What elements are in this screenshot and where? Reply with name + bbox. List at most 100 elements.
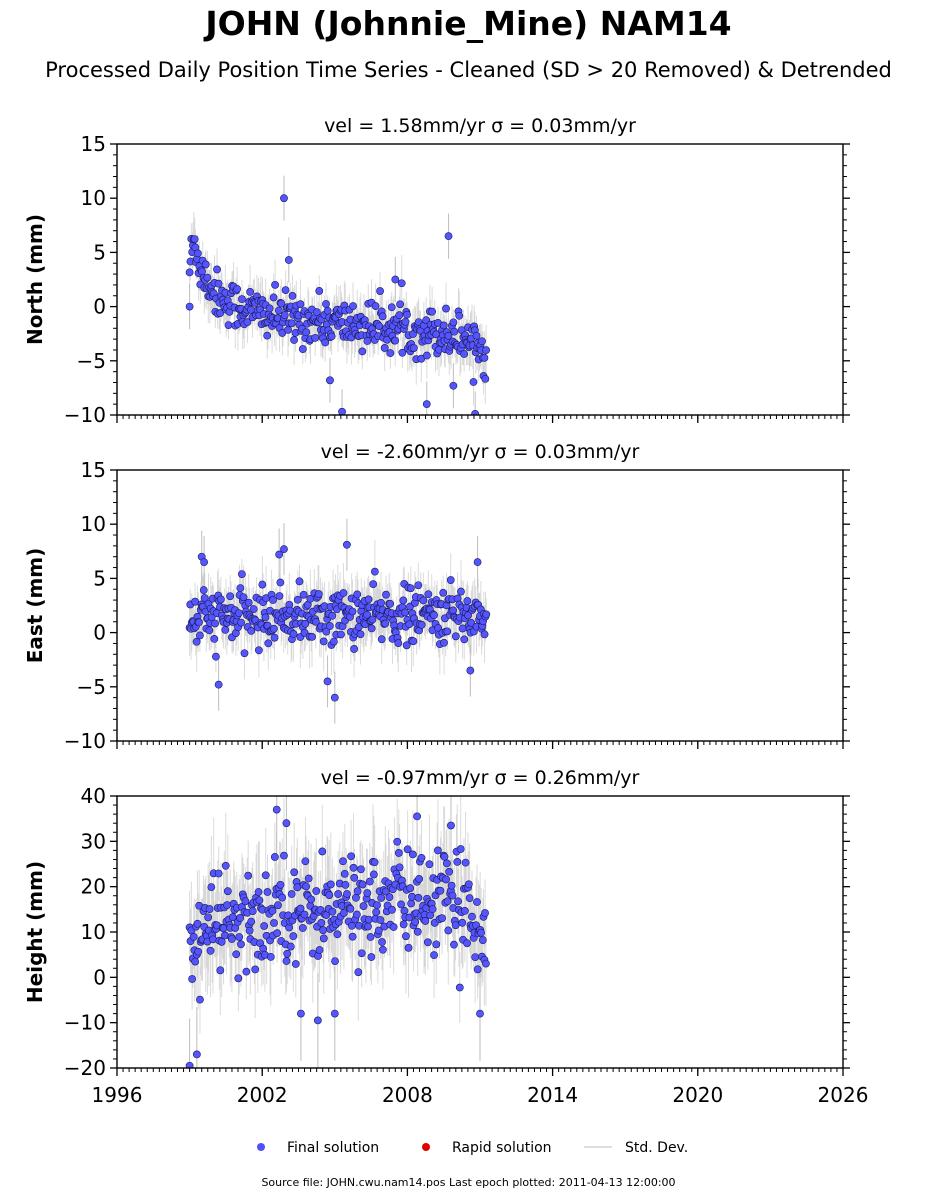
data-point	[451, 921, 460, 930]
data-point	[408, 850, 417, 859]
outlier-point	[282, 819, 291, 828]
data-point	[428, 905, 437, 914]
data-point	[432, 940, 441, 949]
data-point	[385, 893, 394, 902]
data-point	[319, 637, 328, 646]
y-tick-label: −10	[64, 403, 106, 427]
data-point	[269, 293, 278, 302]
data-point	[367, 953, 376, 961]
data-point	[394, 639, 403, 647]
data-point	[430, 611, 438, 620]
data-point	[323, 307, 332, 315]
data-point	[255, 896, 264, 905]
x-tick-label: 2020	[672, 1083, 723, 1107]
panel-title: vel = -2.60mm/yr σ = 0.03mm/yr	[321, 441, 640, 463]
data-point	[243, 318, 252, 327]
data-point	[201, 260, 210, 269]
data-point	[368, 615, 377, 624]
legend-label: Final solution	[287, 1140, 379, 1156]
outlier-point	[200, 558, 209, 567]
data-point	[352, 910, 361, 919]
data-point	[318, 847, 327, 856]
data-point	[423, 938, 432, 947]
data-point	[283, 949, 292, 958]
y-tick-label: 5	[93, 566, 106, 590]
north-panel: vel = 1.58mm/yr σ = 0.03mm/yr North (mm) −…	[23, 115, 850, 427]
data-point	[382, 887, 390, 896]
data-point	[453, 858, 462, 866]
data-point	[458, 918, 467, 927]
data-point	[188, 975, 197, 983]
data-point	[339, 857, 347, 866]
data-point	[276, 880, 285, 889]
data-point	[482, 346, 491, 355]
data-point	[449, 318, 458, 327]
data-point	[334, 890, 343, 898]
data-point	[380, 344, 389, 352]
data-point	[280, 311, 289, 320]
data-point	[195, 618, 203, 627]
data-point	[206, 946, 215, 955]
data-point	[301, 619, 310, 628]
chart-area: vel = 1.58mm/yr σ = 0.03mm/yr North (mm) −…	[23, 115, 868, 1156]
data-point	[444, 926, 453, 935]
data-point	[270, 633, 279, 642]
data-point	[237, 618, 246, 627]
source-note: Source file: JOHN.cwu.nam14.pos Last epo…	[261, 1176, 676, 1189]
data-point	[358, 880, 367, 889]
outlier-point	[275, 550, 284, 559]
data-point	[409, 637, 418, 646]
outlier-point	[330, 693, 339, 702]
data-point	[290, 336, 298, 344]
data-point	[325, 891, 334, 899]
data-point	[443, 897, 452, 906]
outlier-point	[272, 805, 281, 814]
data-point	[444, 331, 453, 340]
data-point	[269, 596, 277, 604]
data-point	[410, 344, 418, 352]
data-point	[233, 285, 242, 293]
y-tick-label: 30	[81, 829, 106, 853]
data-point	[480, 353, 489, 362]
data-point	[370, 858, 379, 867]
data-point	[349, 302, 357, 311]
data-point	[325, 622, 334, 630]
data-point	[212, 652, 220, 661]
data-point	[473, 898, 481, 906]
data-point	[440, 852, 449, 861]
data-point	[469, 378, 478, 386]
data-point	[213, 265, 221, 274]
data-point	[242, 967, 251, 976]
data-point	[401, 317, 410, 326]
data-layer	[185, 175, 491, 415]
data-point	[401, 608, 410, 617]
data-point	[343, 890, 351, 898]
data-point	[448, 891, 457, 900]
data-point	[302, 882, 310, 891]
data-point	[263, 331, 272, 340]
data-point	[274, 306, 283, 315]
data-point	[471, 953, 480, 961]
data-point	[442, 304, 450, 313]
x-tick-label: 2014	[527, 1083, 578, 1107]
data-point	[221, 861, 230, 870]
data-point	[349, 863, 358, 872]
data-point	[399, 596, 408, 605]
final-solution-points	[185, 805, 490, 1068]
data-point	[260, 922, 269, 930]
data-point	[397, 279, 406, 288]
data-point	[274, 901, 282, 910]
data-point	[196, 995, 204, 1004]
east-panel: vel = -2.60mm/yr σ = 0.03mm/yr East (mm) −…	[23, 441, 850, 753]
data-point	[352, 893, 360, 902]
y-tick-label: −10	[64, 729, 106, 753]
data-point	[388, 905, 396, 914]
data-point	[346, 905, 355, 913]
data-point	[481, 909, 489, 917]
data-point	[281, 286, 290, 294]
data-point	[193, 249, 202, 258]
data-point	[295, 577, 304, 586]
figure-subtitle: Processed Daily Position Time Series - C…	[45, 58, 892, 82]
data-point	[442, 859, 451, 868]
data-point	[365, 915, 373, 924]
